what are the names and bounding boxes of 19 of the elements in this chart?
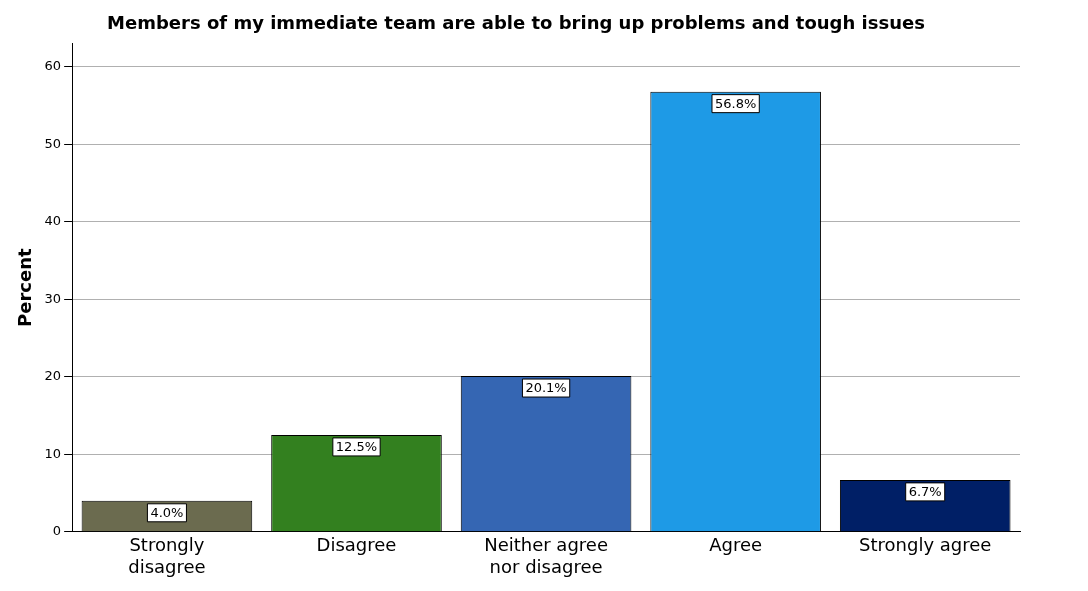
data-label: 12.5% (335, 439, 378, 455)
y-tick-label: 10 (44, 445, 62, 461)
data-label: 56.8% (714, 96, 757, 112)
x-tick-label: Agree (709, 534, 763, 556)
y-tick-label: 60 (44, 58, 62, 74)
data-label: 20.1% (525, 380, 567, 396)
y-tick-label: 0 (52, 523, 62, 539)
x-tick-label: Strongly disagree (128, 534, 206, 577)
y-tick-label: 40 (44, 213, 62, 229)
chart-title: Members of my immediate team are able to bring up problems and tough issues (107, 12, 925, 34)
data-label: 6.7% (908, 484, 942, 500)
x-tick-label: Neither agree nor disagree (484, 534, 608, 577)
y-tick-label: 30 (44, 290, 62, 306)
data-label: 4.0% (150, 505, 184, 521)
x-tick-label: Strongly agree (859, 534, 992, 556)
y-axis-title: Percent (14, 248, 36, 327)
x-tick-label: Disagree (316, 534, 397, 556)
y-tick-label: 20 (44, 368, 62, 384)
y-tick-label: 50 (44, 135, 62, 151)
